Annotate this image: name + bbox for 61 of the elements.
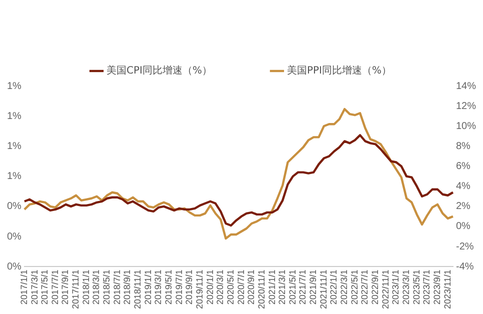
x-tick-label: 2022/11/1 (380, 270, 390, 310)
legend-label: 美国CPI同比增速（%） (106, 64, 212, 77)
x-tick-label: 2021/1/1 (266, 270, 277, 305)
x-tick-label: 2021/5/1 (287, 270, 298, 305)
x-tick-label: 2020/3/1 (215, 270, 226, 305)
x-tick-label: 2020/9/1 (246, 270, 256, 305)
x-tick-label: 2017/1/1 (18, 270, 29, 305)
x-tick-label: 2018/1/1 (80, 270, 91, 305)
x-tick-label: 2017/5/1 (40, 270, 50, 305)
y2-tick-label: 8% (456, 140, 471, 152)
x-tick-label: 2022/3/1 (339, 270, 350, 305)
x-tick-label: 2018/5/1 (102, 270, 112, 305)
x-tick-label: 2023/11/1 (442, 270, 452, 310)
x-tick-label: 2019/9/1 (184, 270, 194, 305)
x-tick-label: 2018/3/1 (91, 270, 102, 305)
y2-tick-label: 12% (456, 100, 476, 112)
y2-tick-label: -4% (456, 261, 474, 272)
x-tick-label: 2017/11/1 (70, 270, 81, 310)
x-tick-label: 2020/7/1 (236, 270, 246, 305)
x-tick-label: 2020/11/1 (256, 270, 266, 310)
x-tick-label: 2022/5/1 (349, 270, 360, 305)
x-tick-label: 2022/1/1 (328, 270, 339, 305)
x-tick-label: 2019/5/1 (164, 270, 174, 305)
x-tick-label: 2021/3/1 (277, 270, 288, 305)
legend-label: 美国PPI同比增速（%） (286, 64, 392, 77)
y-tick-label: 1% (7, 171, 22, 182)
x-tick-label: 2017/9/1 (60, 270, 70, 305)
y-tick-label: 0% (7, 201, 22, 212)
x-tick-label: 2022/7/1 (360, 270, 370, 305)
y2-tick-label: 14% (456, 80, 476, 92)
x-tick-label: 2023/5/1 (411, 270, 422, 305)
y-tick-label: 1% (7, 140, 22, 152)
y2-tick-label: 10% (456, 120, 476, 132)
x-tick-label: 2023/7/1 (422, 270, 432, 305)
y2-tick-label: 0% (456, 221, 471, 232)
x-tick-label: 2023/9/1 (432, 270, 442, 305)
y-tick-label: 1% (7, 110, 22, 122)
x-tick-label: 2019/3/1 (153, 270, 164, 305)
x-tick-label: 2017/7/1 (50, 270, 60, 305)
x-tick-label: 2020/5/1 (225, 270, 236, 305)
x-tick-label: 2022/9/1 (370, 270, 380, 305)
x-tick-label: 2018/11/1 (132, 270, 143, 310)
x-tick-label: 2023/1/1 (390, 270, 401, 305)
x-tick-label: 2021/9/1 (308, 270, 318, 305)
y-tick-label: 0% (7, 231, 22, 242)
x-tick-label: 2019/1/1 (142, 270, 153, 305)
x-tick-label: 2021/11/1 (318, 270, 328, 310)
x-tick-label: 2018/7/1 (112, 270, 122, 305)
y2-tick-label: -2% (456, 241, 474, 252)
x-tick-label: 2017/3/1 (29, 270, 40, 305)
y2-tick-label: 4% (456, 181, 471, 192)
y2-tick-label: 2% (456, 201, 471, 212)
x-tick-label: 2019/7/1 (174, 270, 184, 305)
y-tick-label: 1% (7, 80, 22, 92)
x-tick-label: 2018/9/1 (122, 270, 132, 305)
y-tick-label: 0% (7, 261, 22, 272)
y2-tick-label: 6% (456, 161, 471, 172)
x-tick-label: 2020/1/1 (204, 270, 215, 305)
x-tick-label: 2019/11/1 (194, 270, 204, 310)
x-tick-label: 2021/7/1 (298, 270, 308, 305)
x-tick-label: 2023/3/1 (401, 270, 411, 305)
